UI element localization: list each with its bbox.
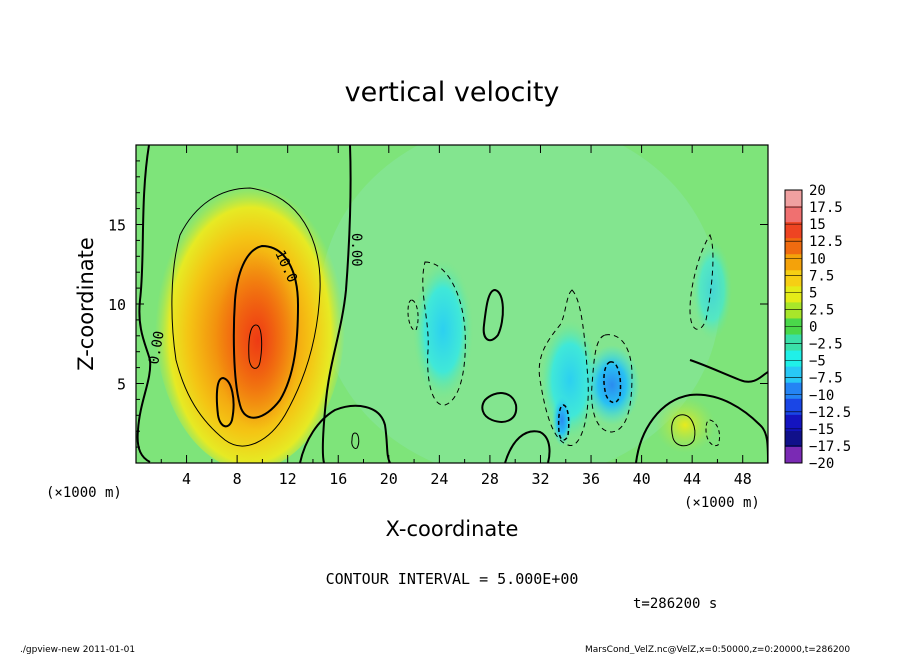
y-tick-label: 15: [108, 217, 126, 235]
colorbar-label: −12.5: [809, 405, 851, 421]
x-tick-label: 36: [582, 470, 600, 488]
colorbar-swatch: [785, 270, 802, 287]
contour-zero-right-2: [689, 359, 768, 383]
x-axis-ticks: 4 8 12 16 20 24 28 32 36 40 44 48: [160, 145, 752, 488]
colorbar-swatch: [785, 382, 802, 400]
colorbar-swatch: [785, 302, 802, 319]
downdraft-region-3: [584, 345, 640, 425]
colorbar-swatch: [785, 430, 802, 448]
contour-zero-center: [321, 145, 352, 463]
x-axis-unit-left: (×1000 m): [46, 485, 122, 501]
colorbar-label: 5: [809, 285, 817, 301]
x-tick-label: 16: [329, 470, 347, 488]
colorbar-swatch: [785, 238, 802, 255]
contour-neg-6: [689, 233, 714, 330]
colorbar-label: −15: [809, 422, 834, 438]
colorbar-label: 17.5: [809, 200, 843, 216]
plot-area: [136, 145, 768, 463]
contour-15: [248, 324, 263, 369]
contour-zero-small-1: [482, 288, 504, 342]
colorbar-label: 2.5: [809, 302, 834, 318]
colorbar-label: 12.5: [809, 234, 843, 250]
contour-zero-small-2: [481, 392, 518, 423]
contour-zero-left: [136, 145, 152, 463]
x-tick-label: 44: [683, 470, 701, 488]
colorbar-swatch: [785, 190, 802, 207]
downdraft-region-5: [692, 240, 732, 340]
contour-neg-5: [557, 404, 570, 441]
contour-zero-low: [299, 404, 391, 463]
chart-title: vertical velocity: [345, 77, 560, 108]
contour-neg-7: [705, 419, 721, 447]
contour-label-zero-left: 0.00: [146, 330, 168, 366]
x-tick-label: 28: [481, 470, 499, 488]
x-tick-label: 8: [233, 470, 242, 488]
colorbar-swatch: [785, 350, 802, 368]
x-tick-label: 20: [380, 470, 398, 488]
colorbar-swatch: [785, 366, 802, 384]
colorbar-label: −7.5: [809, 371, 843, 387]
contours: [136, 145, 768, 463]
updraft-patch: [655, 397, 715, 453]
contour-neg-4: [603, 361, 622, 404]
contour-neg-1: [422, 261, 466, 406]
contour-label-zero-center: 0.00: [348, 233, 364, 267]
contour-interval: CONTOUR INTERVAL = 5.000E+00: [326, 570, 579, 588]
downdraft-region-4: [552, 394, 572, 446]
x-tick-label: 40: [633, 470, 651, 488]
y-axis-ticks: 5 10 15: [108, 160, 768, 448]
colorbar-label: −10: [809, 388, 834, 404]
colorbar-label: −2.5: [809, 337, 843, 353]
footer-left: ./gpview-new 2011-01-01: [20, 645, 135, 654]
colorbar-swatch: [785, 286, 802, 303]
x-tick-label: 4: [182, 470, 191, 488]
colorbar-swatch: [785, 222, 802, 239]
x-axis-title: X-coordinate: [386, 517, 519, 541]
contour-neg-3: [591, 334, 633, 433]
x-tick-label: 12: [279, 470, 297, 488]
contour-5-patch: [671, 414, 696, 447]
x-tick-label: 24: [430, 470, 448, 488]
colorbar-swatch: [785, 254, 802, 271]
contour-neg-2: [538, 289, 589, 446]
colorbar-swatch: [785, 398, 802, 416]
colorbar-label: 7.5: [809, 268, 834, 284]
y-tick-label: 5: [117, 376, 126, 394]
downdraft-region-1: [413, 260, 473, 400]
colorbar-swatch: [785, 446, 802, 464]
colorbar-swatch: [785, 334, 802, 352]
contour-zero-right: [635, 393, 768, 463]
colorbar-swatch: [785, 414, 802, 432]
colorbar-label: 20: [809, 183, 826, 199]
colorbar-label: −17.5: [809, 439, 851, 455]
y-axis-title: Z-coordinate: [74, 237, 98, 371]
colorbar-swatch: [785, 206, 802, 223]
contour-small-yellow: [351, 432, 360, 449]
contour-10-small: [215, 376, 235, 428]
colorbar-label: −20: [809, 456, 834, 472]
contour-zero-small-3: [504, 430, 551, 463]
footer-right: MarsCond_VelZ.nc@VelZ,x=0:50000,z=0:2000…: [585, 645, 850, 654]
x-tick-label: 32: [531, 470, 549, 488]
contour-5: [171, 187, 321, 447]
y-tick-label: 10: [108, 296, 126, 314]
contour-10: [232, 244, 300, 419]
colorbar-label: −5: [809, 354, 826, 370]
x-axis-unit-right: (×1000 m): [684, 495, 760, 511]
colorbar-label: 15: [809, 217, 826, 233]
x-tick-label: 48: [734, 470, 752, 488]
colorbar-label: 0: [809, 320, 817, 336]
colorbar-label: 10: [809, 251, 826, 267]
time-stamp: t=286200 s: [633, 596, 717, 612]
